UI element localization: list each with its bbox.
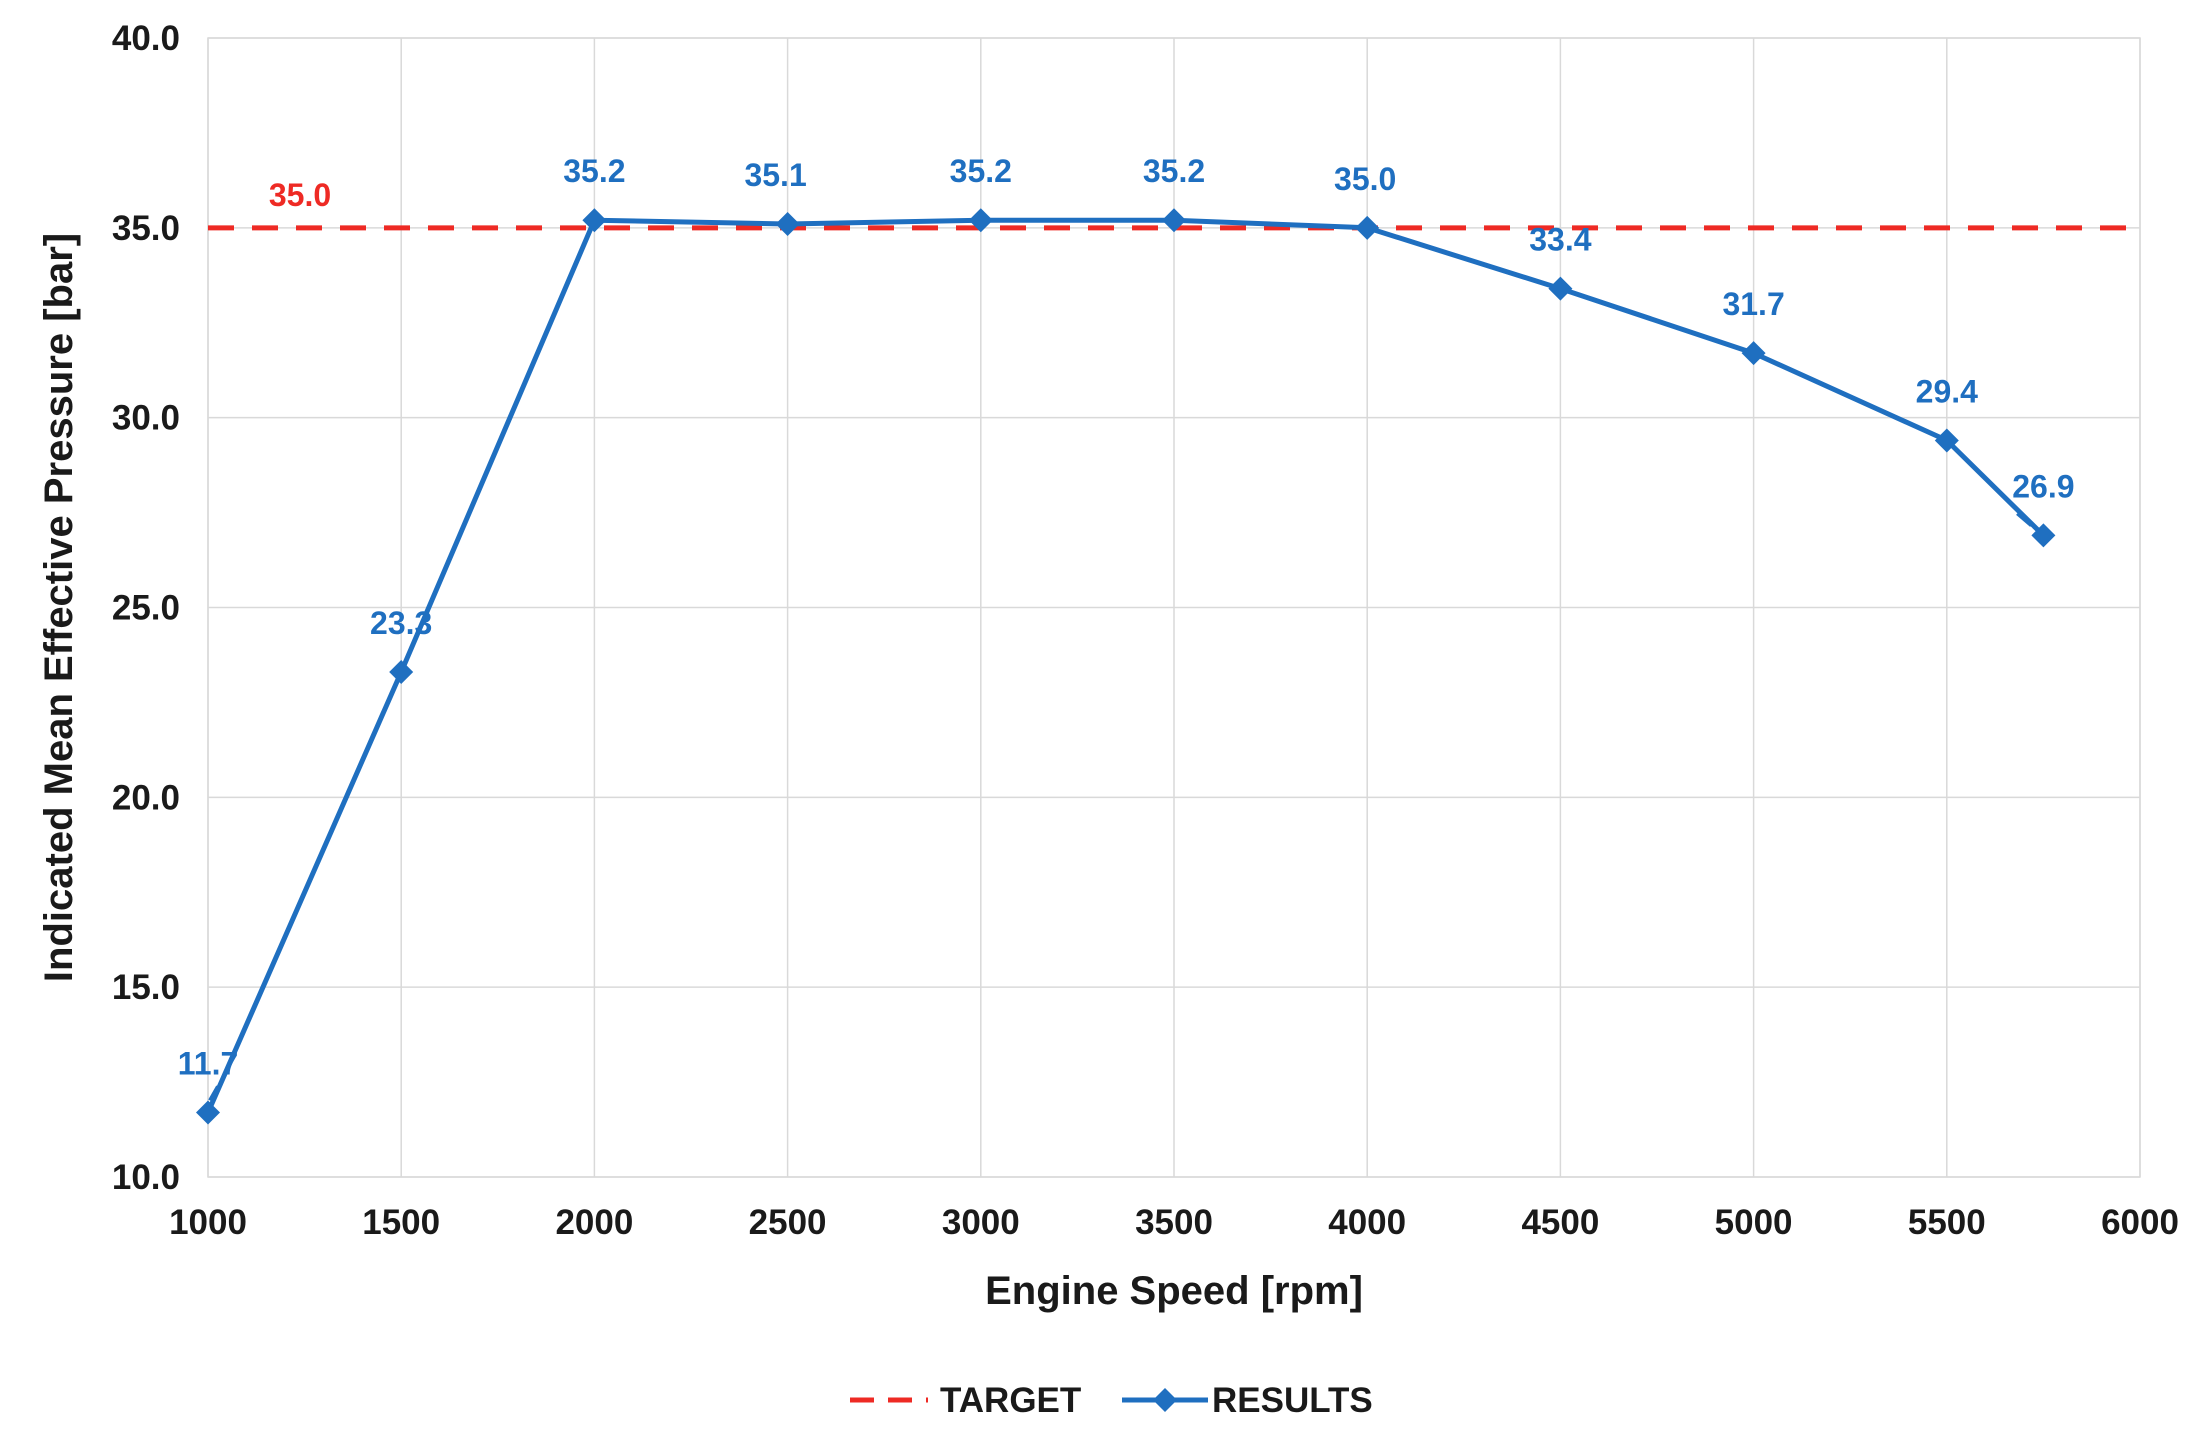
legend-layer: TARGET RESULTS [850,1381,1373,1420]
x-tick-label: 4500 [1521,1203,1599,1242]
results-data-label: 26.9 [2012,468,2074,504]
y-tick-label: 40.0 [112,19,180,58]
results-data-label: 35.0 [1334,161,1396,197]
results-data-point [1741,341,1766,366]
results-data-label: 35.2 [950,153,1012,189]
axis-layer: 10.0 15.0 20.0 25.0 30.0 35.0 40.0 1000 1500 2000… [37,19,2179,1313]
results-data-label: 33.4 [1529,222,1591,258]
results-data-label: 31.7 [1722,286,1784,322]
series-layer [196,208,2140,1125]
results-data-label: 23.3 [370,605,432,641]
results-data-label: 11.7 [178,1045,239,1081]
y-tick-label: 20.0 [112,778,180,817]
y-tick-label: 35.0 [112,209,180,248]
results-data-label: 35.2 [1143,153,1205,189]
legend-results-label: RESULTS [1212,1381,1373,1420]
x-tick-label: 3500 [1135,1203,1213,1242]
x-tick-label: 1500 [362,1203,440,1242]
results-data-point [1355,215,1380,240]
results-data-point [1548,276,1573,301]
results-data-point [2031,523,2056,548]
y-tick-label: 25.0 [112,589,180,628]
x-tick-label: 3000 [942,1203,1020,1242]
results-data-point [196,1100,220,1125]
x-tick-label: 6000 [2101,1203,2179,1242]
results-series-line [205,217,2046,1114]
results-data-label: 29.4 [1916,373,1978,409]
x-axis-title: Engine Speed [rpm] [985,1269,1363,1313]
label-layer: 35.0 11.7 23.3 35.2 35.1 35.2 35.2 35.0 33.4 31.7… [178,153,2075,1102]
x-tick-label: 2500 [749,1203,827,1242]
y-tick-label: 15.0 [112,968,180,1007]
results-data-point [1934,428,1959,453]
y-tick-label: 10.0 [112,1158,180,1197]
results-data-point [389,660,414,685]
results-data-point [775,212,800,237]
results-label-leader [2016,511,2033,527]
y-axis-title: Indicated Mean Effective Pressure [bar] [37,233,81,982]
results-data-point [1162,208,1186,233]
target-data-label: 35.0 [269,177,331,213]
x-tick-label: 4000 [1328,1203,1406,1242]
x-tick-label: 2000 [555,1203,633,1242]
legend-target-label: TARGET [940,1381,1081,1420]
x-tick-label: 1000 [169,1203,247,1242]
x-tick-label: 5000 [1715,1203,1793,1242]
results-data-label: 35.2 [563,153,625,189]
x-tick-label: 5500 [1908,1203,1986,1242]
results-data-point [968,208,993,233]
legend-results-swatch-marker [1153,1388,1177,1412]
y-tick-label: 30.0 [112,399,180,438]
plot-area-border [207,37,2141,1178]
results-label-leader [208,1085,220,1102]
results-data-label: 35.1 [744,157,806,193]
results-data-point [582,208,607,233]
